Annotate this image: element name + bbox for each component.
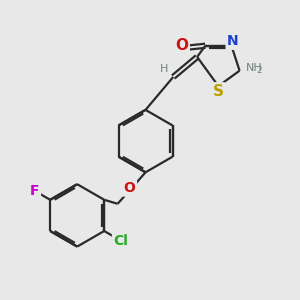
Text: NH: NH <box>246 63 263 73</box>
Text: F: F <box>30 184 40 198</box>
Text: N: N <box>227 34 239 48</box>
Text: O: O <box>124 181 135 195</box>
Text: S: S <box>213 84 224 99</box>
Text: 2: 2 <box>257 66 262 75</box>
Text: Cl: Cl <box>113 234 128 248</box>
Text: O: O <box>175 38 188 52</box>
Text: H: H <box>160 64 169 74</box>
